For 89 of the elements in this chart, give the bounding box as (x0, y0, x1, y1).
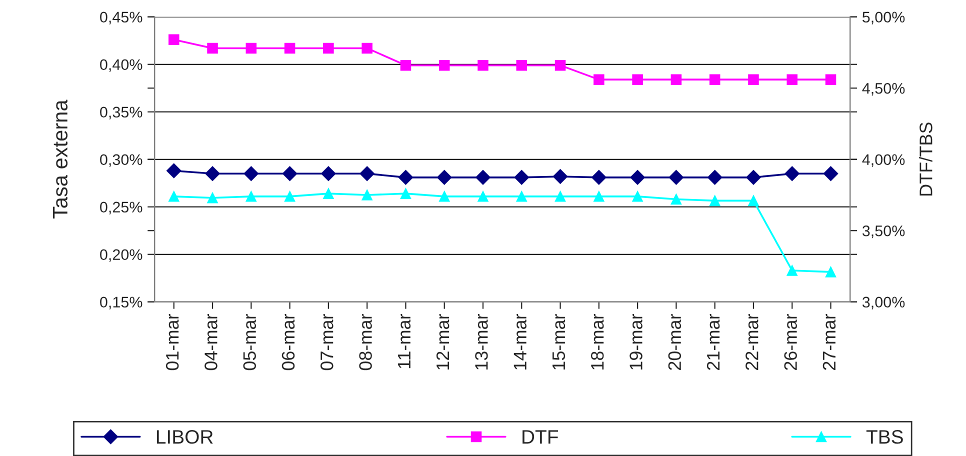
point (246, 191, 257, 202)
point (516, 191, 528, 202)
point (594, 191, 604, 202)
point (323, 188, 334, 199)
point (438, 60, 450, 71)
point (516, 60, 528, 71)
point (786, 74, 798, 85)
y-tick-label: 0,25% (100, 202, 142, 214)
point (670, 194, 682, 205)
y2-axis-title: DTF/TBS (919, 122, 932, 196)
x-tick-label: 12-mar (436, 314, 450, 370)
point (709, 74, 720, 85)
point (825, 266, 836, 278)
x-tick-label: 20-mar (668, 314, 682, 370)
legend-label: LIBOR (156, 430, 213, 444)
point (246, 42, 257, 54)
point (323, 42, 334, 54)
point (282, 166, 298, 182)
point (362, 42, 372, 54)
x-tick-label: 22-mar (746, 314, 758, 370)
point (784, 166, 800, 182)
x-tick-label: 18-mar (590, 314, 604, 370)
point (360, 166, 374, 182)
point (554, 191, 566, 202)
point (825, 74, 836, 85)
point (362, 190, 372, 200)
x-tick-label: 01-mar (166, 314, 179, 370)
point (400, 188, 412, 199)
point (707, 170, 722, 185)
x-tick-label: 19-mar (630, 314, 642, 370)
y2-tick-label: 5,00% (862, 12, 905, 24)
point (709, 195, 720, 206)
point (207, 192, 218, 204)
point (476, 170, 490, 185)
point (668, 170, 684, 185)
x-tick-label: 13-mar (475, 314, 488, 370)
point (786, 265, 798, 276)
point (284, 42, 296, 54)
x-tick-label: 26-mar (784, 314, 797, 370)
x-tick-label: 14-mar (514, 314, 526, 370)
point (594, 74, 604, 85)
point (748, 195, 759, 206)
y-tick-label: 0,35% (100, 106, 142, 120)
y2-tick-label: 4,00% (862, 154, 905, 167)
x-tick-label: 11-mar (398, 314, 411, 368)
x-tick-label: 07-mar (320, 314, 334, 370)
point (514, 170, 530, 185)
point (478, 60, 488, 71)
y-tick-label: 0,40% (100, 59, 142, 72)
point (438, 191, 450, 202)
point (632, 74, 643, 85)
legend-label: DTF (522, 430, 558, 444)
point (166, 163, 182, 178)
y2-tick-label: 4,50% (862, 82, 905, 96)
point (746, 170, 761, 185)
point (554, 60, 566, 71)
point (207, 42, 218, 54)
legend-label: TBS (866, 430, 903, 444)
y-tick-label: 0,20% (100, 249, 142, 262)
x-tick-label: 06-mar (282, 314, 295, 370)
point (168, 191, 180, 202)
point (630, 170, 645, 185)
x-tick-label: 05-mar (243, 314, 256, 370)
y-tick-label: 0,15% (100, 296, 142, 310)
y-tick-label: 0,45% (100, 12, 142, 24)
point (436, 170, 452, 185)
x-tick-label: 27-mar (822, 314, 836, 370)
point (670, 74, 682, 85)
point (284, 191, 296, 202)
point (400, 60, 412, 71)
x-tick-label: 21-mar (706, 314, 720, 370)
point (823, 166, 838, 182)
point (748, 74, 759, 85)
y-axis-title: Tasa externa (53, 100, 68, 219)
x-tick-label: 15-mar (552, 314, 566, 370)
x-tick-label: 04-mar (204, 314, 218, 370)
point (205, 166, 220, 182)
y2-tick-label: 3,00% (862, 296, 905, 310)
point (321, 166, 336, 182)
point (168, 34, 180, 46)
point (398, 170, 414, 185)
point (244, 166, 259, 182)
y2-tick-label: 3,50% (862, 225, 905, 238)
point (552, 169, 568, 184)
y-tick-label: 0,30% (100, 154, 142, 167)
point (592, 170, 606, 185)
point (632, 191, 643, 202)
point (478, 191, 488, 202)
x-tick-label: 08-mar (359, 314, 372, 370)
